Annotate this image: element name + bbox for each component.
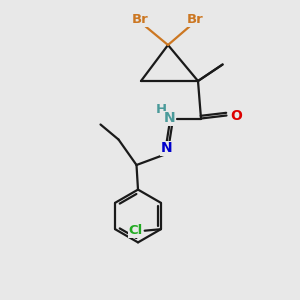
Text: N: N <box>164 112 175 125</box>
Text: O: O <box>230 109 242 122</box>
Text: Br: Br <box>187 13 203 26</box>
Text: Cl: Cl <box>128 224 143 237</box>
Text: H: H <box>155 103 167 116</box>
Text: N: N <box>161 142 172 155</box>
Text: Br: Br <box>132 13 148 26</box>
